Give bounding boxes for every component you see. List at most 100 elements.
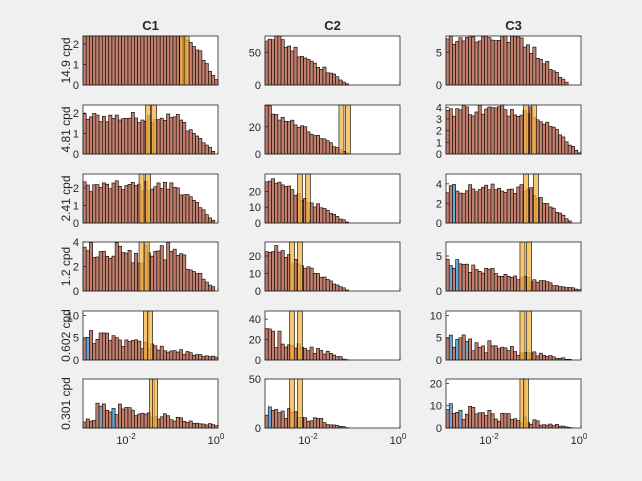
histogram-bar bbox=[92, 420, 97, 429]
histogram-bar bbox=[513, 351, 518, 361]
histogram-bar bbox=[121, 118, 126, 155]
marker-bar bbox=[138, 241, 145, 292]
histogram-bar bbox=[182, 254, 187, 292]
histogram-bar bbox=[322, 422, 327, 429]
histogram-bar bbox=[101, 403, 106, 429]
histogram-bar bbox=[490, 183, 495, 224]
histogram-bar bbox=[179, 417, 183, 429]
histogram-bar bbox=[208, 217, 212, 224]
histogram-bar bbox=[548, 69, 553, 86]
histogram-bar bbox=[114, 114, 119, 155]
histogram-bar bbox=[163, 120, 167, 155]
histogram-bar bbox=[516, 420, 521, 429]
histogram-bar bbox=[328, 142, 333, 155]
histogram-bar bbox=[335, 356, 340, 361]
histogram-bar bbox=[277, 119, 282, 155]
y-tick-label: 0 bbox=[255, 355, 261, 367]
histogram-bar bbox=[204, 63, 209, 86]
histogram-bar bbox=[290, 50, 295, 86]
histogram-bar bbox=[464, 106, 469, 155]
histogram-bar bbox=[461, 193, 466, 224]
histogram-bar bbox=[111, 335, 116, 361]
y-tick-label: 0 bbox=[255, 149, 261, 161]
histogram-bar bbox=[267, 406, 272, 429]
histogram-bar bbox=[455, 411, 460, 429]
histogram-bar bbox=[558, 134, 563, 155]
histogram-bar bbox=[191, 271, 196, 292]
histogram-bar bbox=[535, 420, 540, 429]
histogram-bar bbox=[458, 192, 463, 224]
column-title: C1 bbox=[142, 18, 159, 33]
histogram-bar bbox=[134, 185, 138, 224]
histogram-bar bbox=[487, 409, 492, 429]
histogram-bar bbox=[474, 342, 479, 361]
y-tick-label: 0 bbox=[73, 218, 79, 230]
histogram-bar bbox=[448, 108, 453, 155]
histogram-bar bbox=[538, 197, 543, 224]
histogram-bar bbox=[198, 138, 203, 155]
histogram-bar bbox=[506, 115, 511, 155]
histogram-bar bbox=[306, 420, 311, 429]
histogram-bar bbox=[124, 339, 129, 361]
histogram-bar bbox=[264, 40, 269, 86]
histogram-bar bbox=[214, 79, 219, 86]
histogram-bar bbox=[532, 419, 537, 429]
histogram-bar bbox=[124, 118, 129, 155]
histogram-bar bbox=[303, 347, 308, 361]
row-label: 0.602 cpd bbox=[59, 309, 73, 362]
histogram-bar bbox=[322, 208, 327, 224]
y-tick-label: 20 bbox=[249, 186, 261, 198]
marker-bar bbox=[289, 378, 295, 429]
y-tick-label: 20 bbox=[249, 335, 261, 347]
histogram-bar bbox=[312, 62, 317, 86]
histogram-bar bbox=[303, 126, 308, 155]
histogram-bar bbox=[175, 351, 180, 361]
histogram-bar bbox=[319, 138, 324, 155]
histogram-bar bbox=[185, 194, 190, 224]
histogram-bar bbox=[319, 207, 324, 224]
histogram-bar bbox=[111, 182, 116, 224]
histogram-bar bbox=[309, 60, 314, 86]
histogram-bar bbox=[143, 413, 148, 429]
y-tick-label: 0 bbox=[436, 286, 442, 298]
histogram-bar bbox=[95, 338, 100, 361]
histogram-bar bbox=[169, 182, 174, 224]
histogram-bar bbox=[185, 422, 190, 429]
histogram-bar bbox=[179, 349, 183, 361]
histogram-bar bbox=[175, 416, 180, 429]
histogram-panel-c1-r6: 10-2 100 0.301 cpd bbox=[59, 377, 225, 447]
histogram-bar bbox=[474, 269, 479, 292]
histogram-bar bbox=[274, 35, 279, 86]
histogram-bar bbox=[458, 337, 463, 361]
histogram-bar bbox=[468, 114, 473, 155]
histogram-bar bbox=[487, 106, 492, 155]
histogram-bar bbox=[85, 337, 90, 361]
histogram-bar bbox=[172, 248, 177, 292]
histogram-bar bbox=[341, 81, 346, 86]
histogram-bar bbox=[471, 115, 476, 155]
histogram-bar bbox=[506, 350, 511, 361]
histogram-bar bbox=[179, 194, 183, 224]
histogram-bar bbox=[172, 420, 177, 429]
histogram-bar bbox=[108, 188, 113, 224]
histogram-bar bbox=[127, 35, 132, 86]
histogram-bar bbox=[163, 259, 167, 292]
histogram-bar bbox=[503, 347, 508, 361]
histogram-bar bbox=[458, 109, 463, 155]
histogram-bar bbox=[548, 206, 553, 224]
histogram-bar bbox=[130, 181, 135, 224]
histogram-bar bbox=[82, 338, 87, 361]
histogram-bar bbox=[175, 187, 180, 224]
histogram-bar bbox=[509, 419, 514, 429]
histogram-bar bbox=[280, 410, 285, 429]
histogram-bar bbox=[519, 114, 524, 155]
histogram-bar bbox=[271, 113, 275, 155]
histogram-bar bbox=[153, 35, 158, 86]
histogram-bar bbox=[490, 107, 495, 155]
histogram-bar bbox=[163, 181, 167, 224]
histogram-bar bbox=[564, 218, 569, 224]
histogram-bar bbox=[468, 184, 473, 224]
histogram-bar bbox=[211, 424, 216, 429]
histogram-bar bbox=[303, 57, 308, 86]
